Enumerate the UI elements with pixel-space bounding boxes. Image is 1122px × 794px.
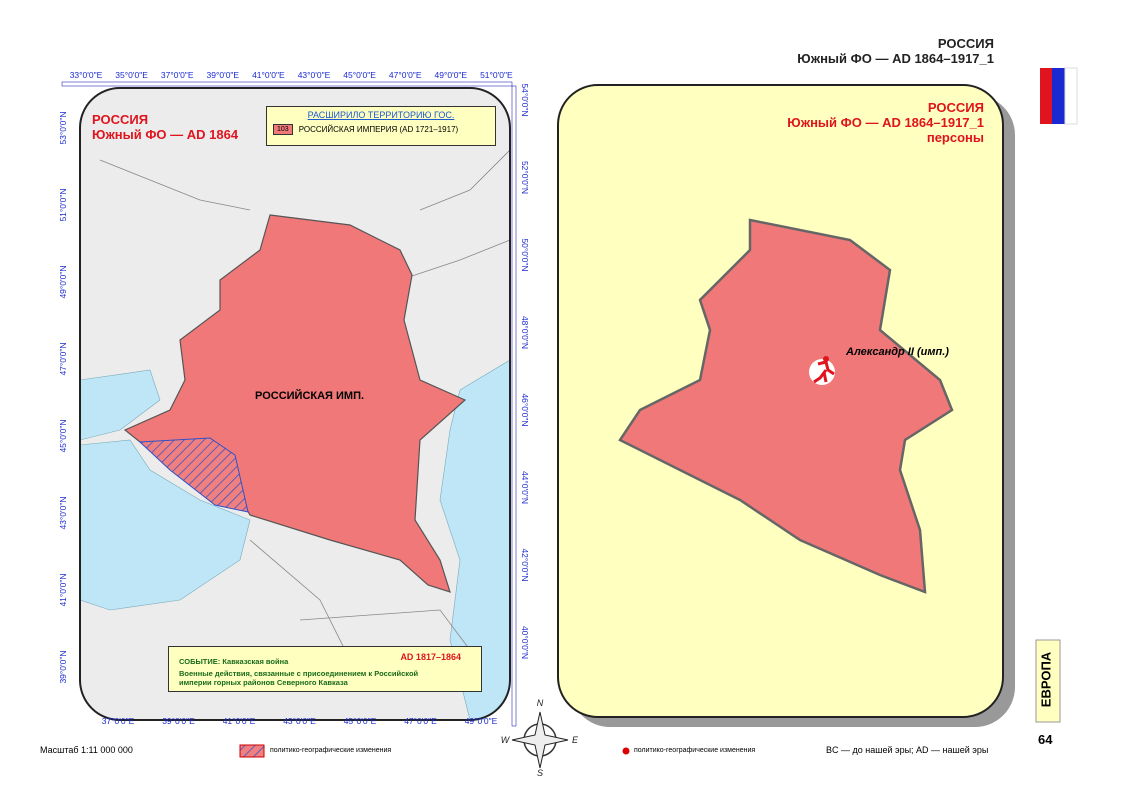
top-longitude: 51°0'0"E [480,70,513,80]
legend-dot-label: политико-географические изменения [634,747,756,754]
black-sea [80,439,251,611]
bottom-longitude: 37°0'0"E [102,716,135,726]
territory-label: РОССИЙСКАЯ ИМП. [255,390,365,402]
left-subtitle: Южный ФО — AD 1864 [92,127,239,142]
right-scale [511,85,517,727]
bottom-longitude: 49°0'0"E [465,716,498,726]
top-longitude: 41°0'0"E [252,70,285,80]
left-map [80,88,510,720]
person-icon-head [823,356,829,362]
legend-item: РОССИЙСКАЯ ИМПЕРИЯ (AD 1721–1917) [298,125,459,134]
right-title: РОССИЯ Южный ФО — AD 1864–1917_1 персоны [787,100,984,145]
left-latitude: 43°0'0"N [58,496,68,529]
right-latitude: 46°0'0"N [520,393,530,426]
russian-empire-persons [618,218,954,594]
legend-hatch-label: политико-географические изменения [270,747,392,754]
right-latitude: 44°0'0"N [520,471,530,504]
event-box: СОБЫТИЕ: Кавказская война AD 1817–1864 В… [168,646,482,692]
compass-letter: S [537,768,543,778]
compass-letter: N [537,698,544,708]
right-latitude: 50°0'0"N [520,238,530,271]
event-heading: СОБЫТИЕ: Кавказская война [179,657,289,666]
scale: Масштаб 1:11 000 000 [40,745,133,755]
compass [511,711,569,769]
legend-row: 103 РОССИЙСКАЯ ИМПЕРИЯ (AD 1721–1917) [273,124,495,135]
left-latitude: 49°0'0"N [58,265,68,298]
right-latitude: 54°0'0"N [520,83,530,116]
person-label: Александр II (имп.) [846,346,949,358]
sea-azov [80,369,161,441]
top-longitude: 43°0'0"E [298,70,331,80]
person-icon [813,360,835,384]
russian-empire [123,214,467,593]
top-longitude: 33°0'0"E [70,70,103,80]
top-longitude: 45°0'0"E [343,70,376,80]
borders [99,149,510,681]
compass-letter: E [572,735,579,745]
top-longitude: 47°0'0"E [389,70,422,80]
section: ЕВРОПА [1038,651,1054,708]
coordinates: 33°0'0"E 35°0'0"E 37°0'0"E 39°0'0"E 41°0'0"E… [58,70,579,778]
person-icon-bg [809,359,835,385]
bottom-longitude: 41°0'0"E [223,716,256,726]
bottom-longitude: 43°0'0"E [283,716,316,726]
left-title: РОССИЯ Южный ФО — AD 1864 [92,112,238,142]
era-note: BC — до нашей эры; AD — нашей эры [826,745,989,755]
header-title: РОССИЯ [937,36,994,51]
header-subtitle: Южный ФО — AD 1864–1917_1 [797,51,994,66]
right-subtitle: Южный ФО — AD 1864–1917_1 [787,115,984,130]
right-latitude: 40°0'0"N [520,626,530,659]
left-title-text: РОССИЯ [92,112,149,127]
compass-letter: W [501,735,511,745]
bottom-longitude: 45°0'0"E [344,716,377,726]
legend-dot [622,747,630,755]
caspian-sea [439,359,510,720]
legend-heading: РАСШИРИЛО ТЕРРИТОРИЮ ГОС. [307,110,455,120]
legend-hatch [239,744,265,758]
top-longitude: 35°0'0"E [115,70,148,80]
left-latitude: 47°0'0"N [58,342,68,375]
bottom-longitude: 47°0'0"E [404,716,437,726]
top-longitude: 37°0'0"E [161,70,194,80]
event-description: Военные действия, связанные с присоедине… [179,669,419,687]
left-latitude: 45°0'0"N [58,419,68,452]
right-latitude: 52°0'0"N [520,161,530,194]
left-legend: РАСШИРИЛО ТЕРРИТОРИЮ ГОС. 103 РОССИЙСКАЯ… [266,106,496,146]
left-latitude: 53°0'0"N [58,111,68,144]
annexed-area [138,437,249,513]
right-title-text: РОССИЯ [927,100,984,115]
left-latitude: 41°0'0"N [58,573,68,606]
right-latitude: 48°0'0"N [520,316,530,349]
legend-code: 103 [273,124,293,135]
right-layer: персоны [926,130,984,145]
left-latitude: 39°0'0"N [58,650,68,683]
flag-white [1064,67,1078,125]
section-box [1035,639,1061,723]
top-longitude: 39°0'0"E [206,70,239,80]
left-frame [79,87,511,721]
event-period: AD 1817–1864 [400,652,461,662]
right-latitude: 42°0'0"N [520,548,530,581]
bottom-longitude: 39°0'0"E [162,716,195,726]
flag-red [1040,68,1052,124]
header: РОССИЯ Южный ФО — AD 1864–1917_1 [797,36,994,66]
page-number: 64 [1038,732,1053,747]
top-scale [61,81,513,87]
left-latitude: 51°0'0"N [58,188,68,221]
flag-blue [1052,68,1065,124]
top-longitude: 49°0'0"E [434,70,467,80]
